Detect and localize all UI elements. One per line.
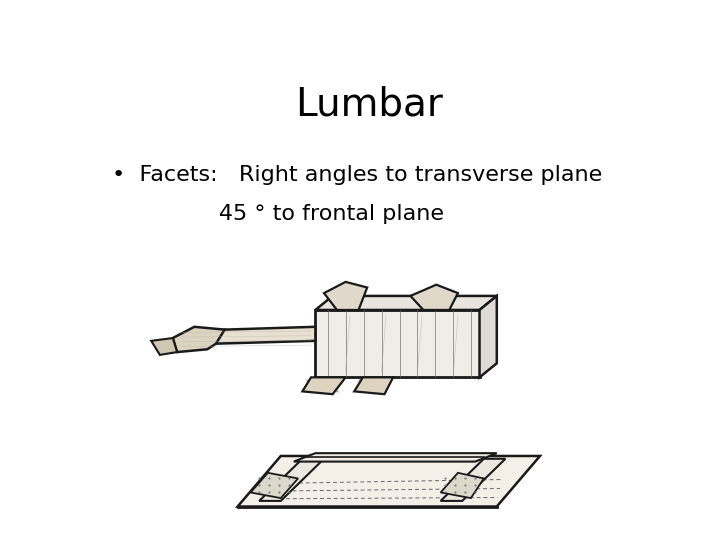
Polygon shape (251, 473, 298, 498)
Polygon shape (259, 459, 324, 501)
Text: 45 ° to frontal plane: 45 ° to frontal plane (112, 204, 444, 224)
Polygon shape (480, 296, 497, 377)
Text: Lumbar: Lumbar (295, 85, 443, 124)
Text: •  Facets:   Right angles to transverse plane: • Facets: Right angles to transverse pla… (112, 165, 603, 185)
Polygon shape (151, 338, 177, 355)
Polygon shape (302, 377, 346, 394)
Polygon shape (324, 282, 367, 310)
Polygon shape (207, 327, 315, 343)
Polygon shape (410, 285, 458, 310)
Polygon shape (354, 377, 393, 394)
Polygon shape (294, 453, 497, 462)
Polygon shape (315, 296, 497, 310)
Polygon shape (441, 459, 505, 501)
Polygon shape (441, 473, 484, 498)
Polygon shape (173, 327, 225, 352)
Polygon shape (238, 456, 540, 507)
FancyBboxPatch shape (315, 310, 480, 377)
